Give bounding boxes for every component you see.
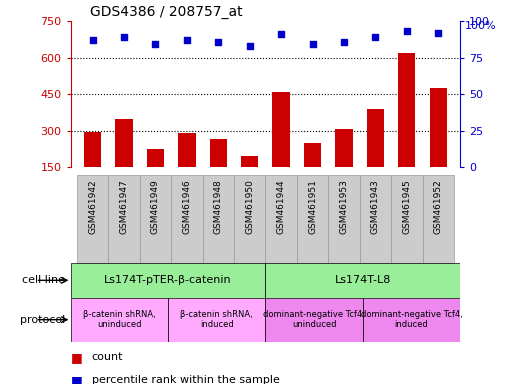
- Point: [371, 34, 380, 40]
- Point: [403, 28, 411, 35]
- Text: β-catenin shRNA,
uninduced: β-catenin shRNA, uninduced: [83, 310, 156, 329]
- Bar: [328, 175, 360, 263]
- Bar: [297, 175, 328, 263]
- Bar: [171, 175, 202, 263]
- Bar: [335, 129, 353, 204]
- Bar: [304, 143, 321, 204]
- Bar: [266, 175, 297, 263]
- Text: GSM461949: GSM461949: [151, 179, 160, 234]
- Point: [88, 37, 97, 43]
- Text: count: count: [92, 352, 123, 362]
- Text: Ls174T-pTER-β-catenin: Ls174T-pTER-β-catenin: [104, 275, 232, 285]
- Bar: [360, 175, 391, 263]
- Bar: [363, 298, 460, 342]
- Point: [309, 41, 317, 48]
- Point: [151, 41, 160, 48]
- Text: GSM461944: GSM461944: [277, 179, 286, 234]
- Point: [183, 37, 191, 43]
- Text: GDS4386 / 208757_at: GDS4386 / 208757_at: [90, 5, 243, 19]
- Text: GSM461942: GSM461942: [88, 179, 97, 234]
- Text: GSM461948: GSM461948: [214, 179, 223, 234]
- Text: GSM461947: GSM461947: [120, 179, 129, 234]
- Bar: [116, 119, 133, 204]
- Bar: [391, 175, 423, 263]
- Point: [340, 38, 348, 45]
- Bar: [108, 175, 140, 263]
- Text: GSM461951: GSM461951: [308, 179, 317, 234]
- Text: ■: ■: [71, 374, 82, 384]
- Text: 100%: 100%: [464, 21, 496, 31]
- Bar: [140, 175, 171, 263]
- Point: [277, 31, 286, 37]
- Bar: [266, 298, 363, 342]
- Bar: [178, 133, 196, 204]
- Bar: [77, 175, 108, 263]
- Text: cell line: cell line: [22, 275, 65, 285]
- Bar: [398, 53, 415, 204]
- Point: [120, 34, 128, 40]
- Text: GSM461945: GSM461945: [402, 179, 411, 234]
- Text: percentile rank within the sample: percentile rank within the sample: [92, 375, 279, 384]
- Bar: [423, 175, 454, 263]
- Bar: [147, 149, 164, 204]
- Point: [434, 30, 442, 36]
- Text: dominant-negative Tcf4,
uninduced: dominant-negative Tcf4, uninduced: [263, 310, 365, 329]
- Text: GSM461950: GSM461950: [245, 179, 254, 234]
- Text: GSM461952: GSM461952: [434, 179, 443, 234]
- Text: GSM461943: GSM461943: [371, 179, 380, 234]
- Bar: [272, 92, 290, 204]
- Bar: [168, 298, 266, 342]
- Text: ■: ■: [71, 351, 82, 364]
- Text: protocol: protocol: [20, 314, 65, 325]
- Bar: [71, 263, 266, 298]
- Text: Ls174T-L8: Ls174T-L8: [335, 275, 391, 285]
- Text: GSM461946: GSM461946: [183, 179, 191, 234]
- Point: [245, 43, 254, 49]
- Bar: [84, 132, 101, 204]
- Bar: [210, 139, 227, 204]
- Bar: [202, 175, 234, 263]
- Bar: [429, 88, 447, 204]
- Text: dominant-negative Tcf4,
induced: dominant-negative Tcf4, induced: [360, 310, 462, 329]
- Text: β-catenin shRNA,
induced: β-catenin shRNA, induced: [180, 310, 253, 329]
- Bar: [234, 175, 266, 263]
- Bar: [71, 298, 168, 342]
- Text: GSM461953: GSM461953: [339, 179, 348, 234]
- Bar: [241, 156, 258, 204]
- Bar: [367, 109, 384, 204]
- Bar: [266, 263, 460, 298]
- Point: [214, 38, 222, 45]
